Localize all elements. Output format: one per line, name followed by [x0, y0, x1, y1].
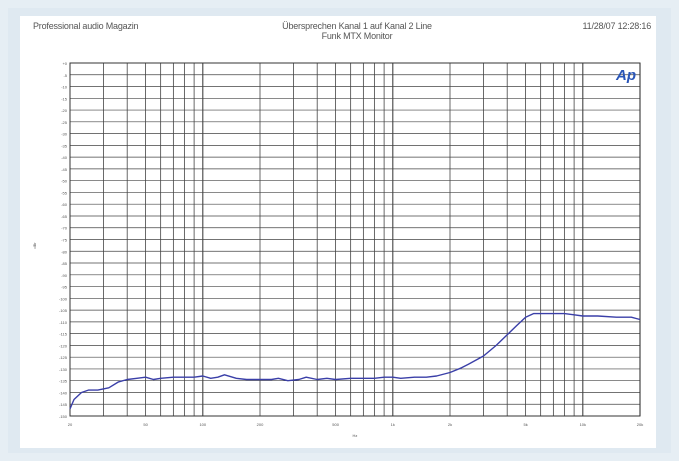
y-tick-label: -55 [61, 190, 68, 195]
y-tick-label: -70 [61, 226, 68, 231]
y-tick-label: -90 [61, 273, 68, 278]
y-tick-label: -125 [59, 355, 68, 360]
y-tick-label: -80 [61, 249, 68, 254]
y-tick-label: +0 [62, 61, 67, 66]
x-tick-label: 1k [391, 422, 395, 427]
x-tick-label: 200 [257, 422, 264, 427]
header-timestamp: 11/28/07 12:28:16 [582, 21, 652, 31]
y-tick-label: -15 [61, 96, 68, 101]
y-tick-label: -50 [61, 179, 68, 184]
y-tick-label: -150 [59, 414, 68, 419]
ap-logo: Ap [615, 67, 636, 84]
chart-title-block: Übersprechen Kanal 1 auf Kanal 2 Line Fu… [262, 21, 452, 41]
y-tick-label: -140 [59, 390, 68, 395]
x-tick-label: 5k [523, 422, 527, 427]
y-tick-label: -25 [61, 120, 68, 125]
x-tick-label: 2k [448, 422, 452, 427]
y-tick-label: -45 [61, 167, 68, 172]
x-axis-label: Hz [353, 433, 358, 438]
y-tick-label: -120 [59, 343, 68, 348]
y-tick-label: -135 [59, 379, 68, 384]
y-tick-label: -130 [59, 367, 68, 372]
x-tick-label: 100 [199, 422, 206, 427]
y-tick-label: -30 [61, 132, 68, 137]
y-tick-label: -145 [59, 402, 68, 407]
x-tick-label: 20k [637, 422, 643, 427]
x-tick-label: 500 [332, 422, 339, 427]
y-tick-label: -115 [59, 332, 67, 337]
y-tick-label: -75 [61, 238, 68, 243]
y-tick-label: -95 [61, 285, 68, 290]
y-tick-label: -85 [61, 261, 68, 266]
series-line [69, 312, 641, 410]
x-tick-label: 20 [68, 422, 73, 427]
y-tick-label: -100 [59, 296, 68, 301]
y-tick-label: -60 [61, 202, 68, 207]
x-tick-label: 10k [580, 422, 586, 427]
y-tick-label: -10 [61, 85, 68, 90]
y-tick-label: -110 [59, 320, 67, 325]
x-tick-label: 50 [143, 422, 148, 427]
y-tick-label: -105 [59, 308, 68, 313]
chart-subtitle: Funk MTX Monitor [321, 31, 393, 41]
y-tick-label: -20 [61, 108, 68, 113]
y-axis-label: dBr [32, 242, 37, 249]
header-left-text: Professional audio Magazin [33, 21, 139, 31]
chart-paper [20, 16, 656, 448]
plot-frame [69, 62, 641, 417]
y-tick-label: -5 [63, 73, 67, 78]
y-tick-label: -35 [61, 143, 68, 148]
y-tick-label: -65 [61, 214, 68, 219]
y-tick-label: -40 [61, 155, 68, 160]
chart-title: Übersprechen Kanal 1 auf Kanal 2 Line [282, 21, 432, 31]
